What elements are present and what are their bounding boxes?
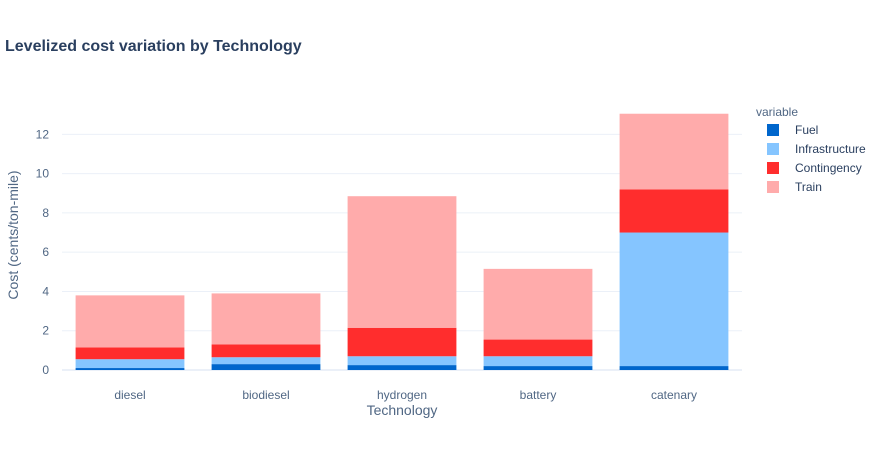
y-tick-label: 6 (42, 245, 49, 259)
x-tick-label: biodiesel (242, 388, 289, 402)
bars (75, 113, 729, 370)
legend-swatch[interactable] (767, 143, 779, 155)
bar-contingency-catenary[interactable] (619, 189, 729, 233)
x-axis-ticks: diesel biodiesel hydrogen battery catenary (114, 388, 697, 402)
bar-train-battery[interactable] (483, 268, 593, 340)
bar-infrastructure-catenary[interactable] (619, 232, 729, 367)
y-tick-label: 0 (42, 363, 49, 377)
y-tick-label: 10 (36, 167, 50, 181)
bar-train-hydrogen[interactable] (347, 196, 457, 328)
bar-contingency-diesel[interactable] (75, 347, 185, 360)
bar-infrastructure-hydrogen[interactable] (347, 356, 457, 366)
legend-item-label[interactable]: Fuel (795, 123, 818, 137)
y-tick-label: 8 (42, 206, 49, 220)
bar-fuel-catenary[interactable] (619, 366, 729, 370)
y-tick-label: 4 (42, 284, 49, 298)
y-axis-ticks: 0 2 4 6 8 10 12 (36, 127, 50, 377)
bar-contingency-battery[interactable] (483, 339, 593, 357)
legend-swatch[interactable] (767, 162, 779, 174)
legend-swatch[interactable] (767, 124, 779, 136)
bar-contingency-hydrogen[interactable] (347, 327, 457, 357)
bar-fuel-biodiesel[interactable] (211, 364, 321, 370)
bar-train-diesel[interactable] (75, 295, 185, 348)
legend-item-label[interactable]: Train (795, 180, 822, 194)
x-axis-title: Technology (367, 402, 438, 418)
legend-item-label[interactable]: Infrastructure (795, 142, 866, 156)
x-tick-label: battery (520, 388, 557, 402)
legend[interactable]: variable Fuel Infrastructure Contingency Tr… (756, 105, 866, 194)
bar-fuel-diesel[interactable] (75, 368, 185, 370)
bar-train-catenary[interactable] (619, 113, 729, 190)
bar-fuel-battery[interactable] (483, 366, 593, 370)
bar-infrastructure-battery[interactable] (483, 356, 593, 367)
bar-infrastructure-diesel[interactable] (75, 359, 185, 369)
x-tick-label: diesel (114, 388, 145, 402)
bar-train-biodiesel[interactable] (211, 293, 321, 345)
y-tick-label: 2 (42, 324, 49, 338)
legend-title: variable (756, 105, 798, 119)
x-tick-label: catenary (651, 388, 697, 402)
legend-swatch[interactable] (767, 181, 779, 193)
legend-item-label[interactable]: Contingency (795, 161, 862, 175)
y-tick-label: 12 (36, 127, 50, 141)
x-tick-label: hydrogen (377, 388, 427, 402)
bar-fuel-hydrogen[interactable] (347, 365, 457, 370)
bar-infrastructure-biodiesel[interactable] (211, 357, 321, 365)
y-axis-title: Cost (cents/ton-mile) (5, 170, 21, 299)
chart-title: Levelized cost variation by Technology (5, 38, 302, 55)
bar-contingency-biodiesel[interactable] (211, 344, 321, 358)
